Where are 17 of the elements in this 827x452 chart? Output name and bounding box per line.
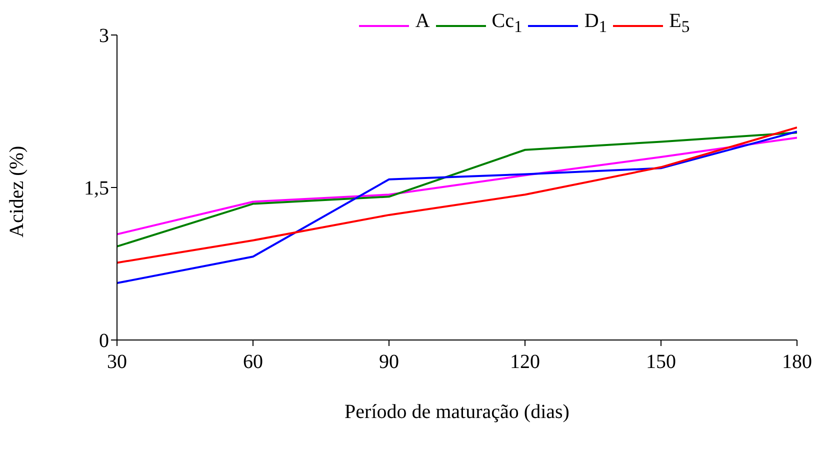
x-axis-title: Período de maturação (dias) (344, 401, 570, 423)
legend-label: D$_{1}$ (584, 10, 608, 37)
legend-label: E$_{5}$ (669, 10, 690, 37)
x-tick-label: 60 (243, 351, 263, 374)
y-tick-label: 1,5 (84, 178, 109, 200)
x-tick-label: 150 (646, 351, 676, 374)
x-tick-label: 90 (379, 351, 399, 374)
y-tick-label: 0 (99, 330, 109, 352)
y-tick-label: 3 (99, 25, 109, 48)
legend-label: Cc$_{1}$ (492, 10, 522, 37)
legend-label: A (415, 10, 430, 33)
x-tick-label: 120 (510, 351, 540, 374)
y-axis-title: Acidez (%) (6, 146, 28, 238)
x-tick-label: 180 (782, 351, 812, 374)
x-tick-label: 30 (107, 351, 127, 374)
line-series (117, 126, 797, 264)
line-series (117, 130, 797, 284)
